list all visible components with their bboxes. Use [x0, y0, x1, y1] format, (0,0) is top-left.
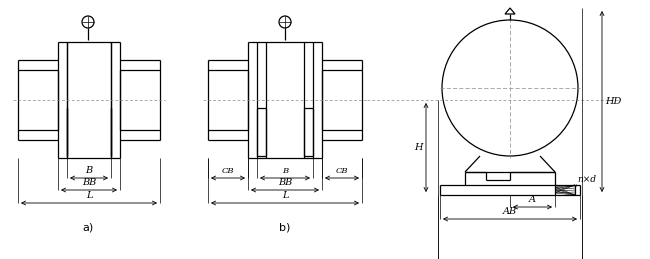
Text: a): a) — [83, 222, 94, 232]
Text: AB: AB — [503, 207, 517, 216]
Text: BB: BB — [278, 178, 292, 187]
Text: HD: HD — [605, 97, 621, 106]
Text: B: B — [85, 166, 92, 175]
Text: n×d: n×d — [577, 175, 596, 184]
Text: L: L — [281, 191, 288, 200]
Text: B: B — [282, 167, 288, 175]
Text: BB: BB — [82, 178, 96, 187]
Text: A: A — [529, 195, 536, 204]
Text: b): b) — [280, 222, 291, 232]
Text: H: H — [415, 143, 423, 152]
Text: CB: CB — [222, 167, 234, 175]
Text: L: L — [86, 191, 92, 200]
Text: CB: CB — [336, 167, 348, 175]
